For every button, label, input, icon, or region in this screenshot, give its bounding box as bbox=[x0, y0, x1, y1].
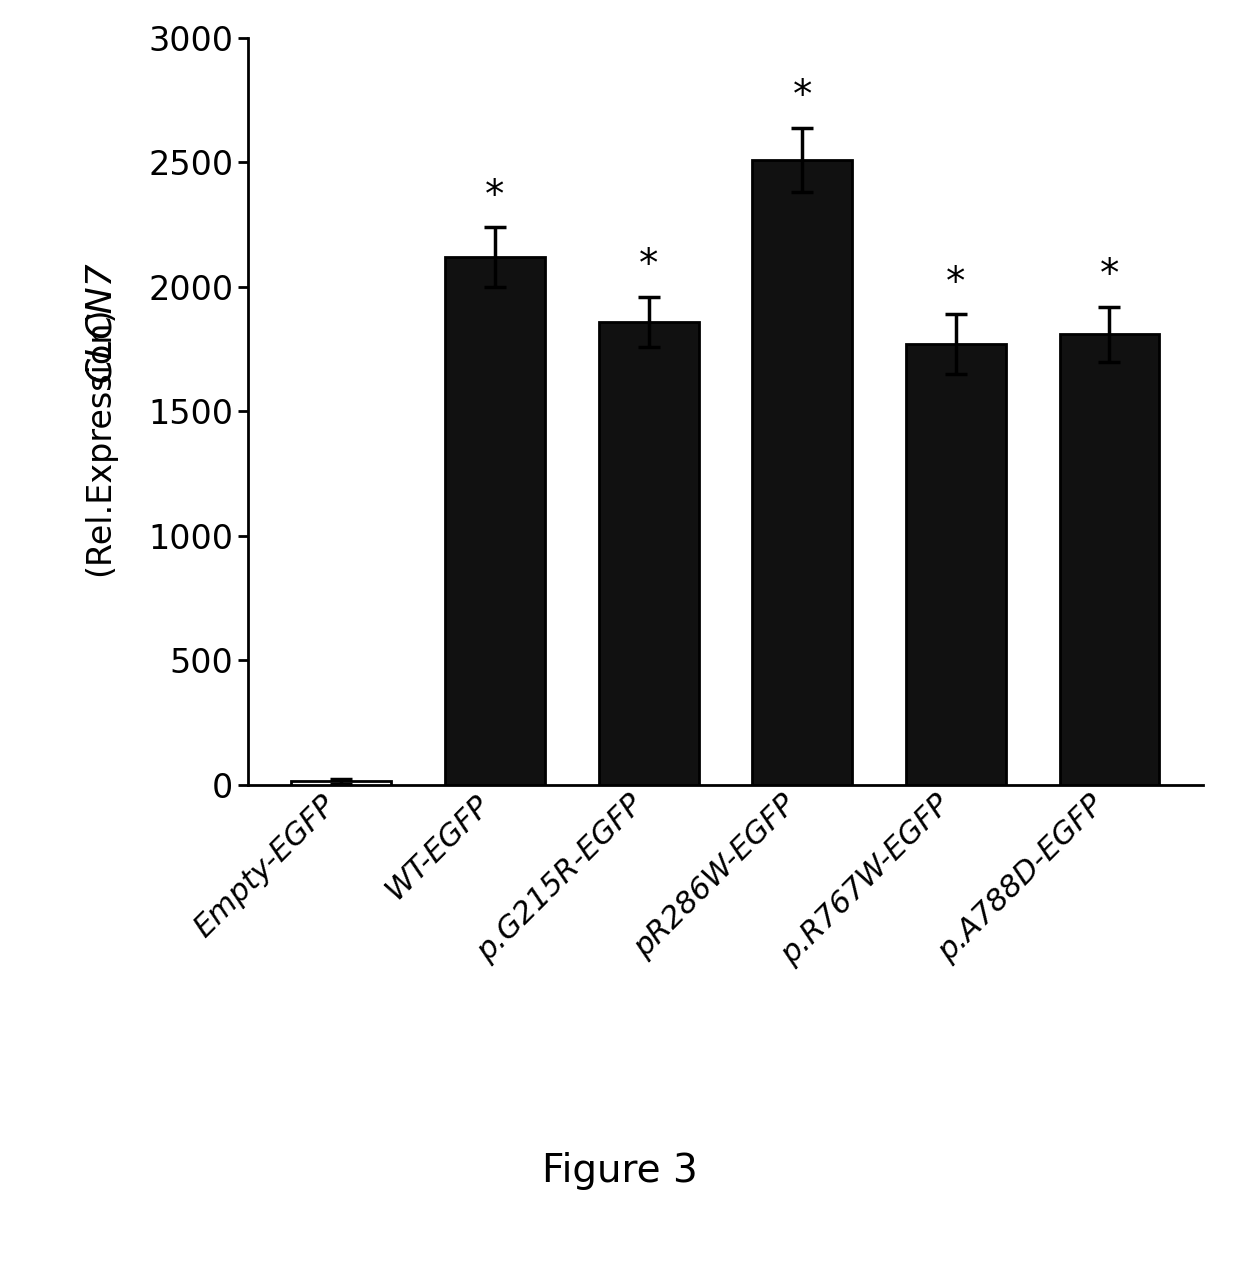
Bar bbox=[445, 257, 544, 785]
Text: *: * bbox=[485, 177, 505, 215]
Text: *: * bbox=[946, 263, 966, 301]
Text: CLCN7: CLCN7 bbox=[83, 262, 117, 382]
Text: *: * bbox=[639, 247, 658, 285]
Bar bbox=[291, 781, 392, 785]
Text: Figure 3: Figure 3 bbox=[542, 1152, 698, 1190]
Text: *: * bbox=[792, 77, 812, 115]
Bar bbox=[599, 322, 698, 785]
Bar bbox=[906, 344, 1006, 785]
Text: (Rel.Expression): (Rel.Expression) bbox=[83, 306, 117, 576]
Bar bbox=[1059, 334, 1159, 785]
Bar bbox=[753, 160, 852, 785]
Text: *: * bbox=[1100, 257, 1120, 295]
